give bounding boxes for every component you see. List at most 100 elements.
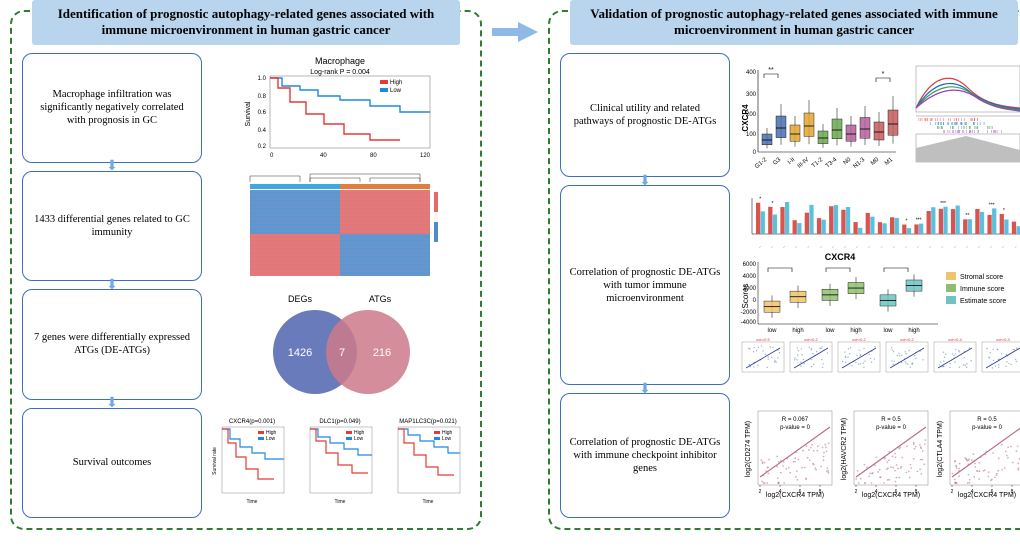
svg-text:DLC1(p=0.049): DLC1(p=0.049) xyxy=(319,419,360,425)
svg-text:Time: Time xyxy=(247,499,258,505)
svg-text:*: * xyxy=(759,197,761,203)
svg-text:…: … xyxy=(865,243,871,248)
svg-text:M0: M0 xyxy=(870,156,881,166)
svg-text:T1-2: T1-2 xyxy=(811,156,825,169)
node-clinical: Clinical utility and related pathways of… xyxy=(560,53,730,178)
svg-text:-4000: -4000 xyxy=(741,320,757,326)
svg-text:4: 4 xyxy=(779,489,782,495)
svg-text:2: 2 xyxy=(759,489,762,495)
svg-text:300: 300 xyxy=(746,92,757,98)
svg-text:R = 0.067: R = 0.067 xyxy=(782,417,809,423)
svg-text:6: 6 xyxy=(895,489,898,495)
svg-text:4000: 4000 xyxy=(743,274,757,280)
svg-text:2: 2 xyxy=(855,489,858,495)
node-1433-text: 1433 differential genes related to GC im… xyxy=(31,213,193,239)
svg-text:8: 8 xyxy=(819,489,822,495)
svg-text:7: 7 xyxy=(339,347,345,359)
svg-text:…: … xyxy=(974,243,980,248)
svg-text:cor=0.2: cor=0.2 xyxy=(804,338,818,342)
node-checkpoint-text: Correlation of prognostic DE-ATGs with i… xyxy=(569,436,721,475)
svg-text:…: … xyxy=(999,243,1005,248)
svg-text:Survival rate: Survival rate xyxy=(212,447,218,475)
svg-text:log2(CXCR4 TPM): log2(CXCR4 TPM) xyxy=(766,492,824,499)
svg-text:**: ** xyxy=(768,67,774,74)
immune-scatter-row: cor=0.5cor=0.2cor=0.2cor=0.2cor=0.4cor=0… xyxy=(738,338,1020,378)
left-panel: Identification of prognostic autophagy-r… xyxy=(10,10,482,530)
svg-text:high: high xyxy=(792,328,803,334)
svg-text:I-II: I-II xyxy=(787,157,796,166)
svg-text:…: … xyxy=(938,243,944,248)
svg-text:8: 8 xyxy=(915,489,918,495)
viz-venn: DEGs ATGs 1426 7 216 xyxy=(210,289,470,399)
svg-text:4: 4 xyxy=(971,489,974,495)
svg-text:G1-2: G1-2 xyxy=(754,156,769,169)
node-clinical-text: Clinical utility and related pathways of… xyxy=(569,102,721,128)
svg-text:0: 0 xyxy=(753,298,757,304)
svg-text:400: 400 xyxy=(746,70,757,76)
svg-text:0.2: 0.2 xyxy=(258,144,267,150)
svg-text:…: … xyxy=(889,243,895,248)
svg-text:**: ** xyxy=(965,213,969,219)
node-macrophage: Macrophage infiltration was significantl… xyxy=(22,53,202,163)
node-corr-text: Correlation of prognostic DE-ATGs with t… xyxy=(569,266,721,305)
svg-text:Low: Low xyxy=(442,436,452,442)
svg-text:…: … xyxy=(828,243,834,248)
km-title: Macrophage xyxy=(315,56,365,66)
arrow-between xyxy=(490,10,540,44)
svg-text:cor=0.4: cor=0.4 xyxy=(948,338,962,342)
svg-text:…: … xyxy=(950,243,956,248)
node-correlation-immune: Correlation of prognostic DE-ATGs with t… xyxy=(560,185,730,385)
svg-text:0: 0 xyxy=(270,153,274,159)
svg-text:High: High xyxy=(390,80,402,86)
svg-text:N0: N0 xyxy=(843,156,853,166)
surv-panel-2: MAP1LC3C(p=0.021) High Low Time xyxy=(398,419,460,505)
svg-text:Time: Time xyxy=(423,499,434,505)
svg-text:III-IV: III-IV xyxy=(797,157,811,170)
svg-text:***: *** xyxy=(834,261,842,268)
svg-text:p-value = 0: p-value = 0 xyxy=(972,425,1003,431)
viz-row1: CXCR4 400 300 200 100 0 ** * G1-2G3I-III… xyxy=(738,53,1020,178)
svg-text:1426: 1426 xyxy=(288,347,312,359)
svg-text:8: 8 xyxy=(1011,489,1014,495)
svg-text:…: … xyxy=(962,243,968,248)
svg-text:…: … xyxy=(816,243,822,248)
svg-text:4: 4 xyxy=(875,489,878,495)
svg-text:low: low xyxy=(883,328,893,334)
viz-row2: *************** ………………………………………………………… C… xyxy=(738,185,1020,385)
svg-text:Stromal score: Stromal score xyxy=(960,274,1003,281)
svg-text:G3: G3 xyxy=(772,156,782,166)
svg-text:…: … xyxy=(755,243,761,248)
svg-text:log2(CTLA4 TPM): log2(CTLA4 TPM) xyxy=(937,420,944,476)
svg-text:2: 2 xyxy=(951,489,954,495)
svg-text:log2(CD274 TPM): log2(CD274 TPM) xyxy=(745,420,752,476)
svg-text:ATGs: ATGs xyxy=(369,294,392,304)
svg-text:p-value = 0: p-value = 0 xyxy=(876,425,907,431)
right-body: Clinical utility and related pathways of… xyxy=(560,53,1020,519)
svg-text:Low: Low xyxy=(266,436,276,442)
node-macrophage-text: Macrophage infiltration was significantl… xyxy=(31,88,193,127)
svg-text:*: * xyxy=(905,219,907,225)
svg-text:6000: 6000 xyxy=(743,262,757,268)
svg-text:…: … xyxy=(1011,243,1017,248)
svg-text:***: *** xyxy=(916,218,922,224)
svg-text:80: 80 xyxy=(370,153,377,159)
svg-text:…: … xyxy=(780,243,786,248)
node-7genes: 7 genes were differentially expressed AT… xyxy=(22,289,202,399)
svg-text:***: *** xyxy=(989,203,995,209)
svg-text:cor=0.3: cor=0.3 xyxy=(996,338,1010,342)
svg-text:***: *** xyxy=(776,261,784,268)
svg-text:log2(CXCR4 TPM): log2(CXCR4 TPM) xyxy=(958,492,1016,499)
svg-text:…: … xyxy=(914,243,920,248)
svg-text:Low: Low xyxy=(354,436,364,442)
svg-text:…: … xyxy=(840,243,846,248)
svg-text:*: * xyxy=(882,71,885,78)
svg-text:M1: M1 xyxy=(884,156,895,166)
svg-text:0.4: 0.4 xyxy=(258,128,267,134)
svg-text:***: *** xyxy=(940,201,946,207)
svg-text:…: … xyxy=(987,243,993,248)
right-title: Validation of prognostic autophagy-relat… xyxy=(570,0,1018,45)
svg-text:p-value = 0: p-value = 0 xyxy=(780,425,811,431)
svg-text:Immune score: Immune score xyxy=(960,286,1004,293)
gsea-plot xyxy=(906,60,1020,170)
svg-text:R = 0.5: R = 0.5 xyxy=(881,417,901,423)
